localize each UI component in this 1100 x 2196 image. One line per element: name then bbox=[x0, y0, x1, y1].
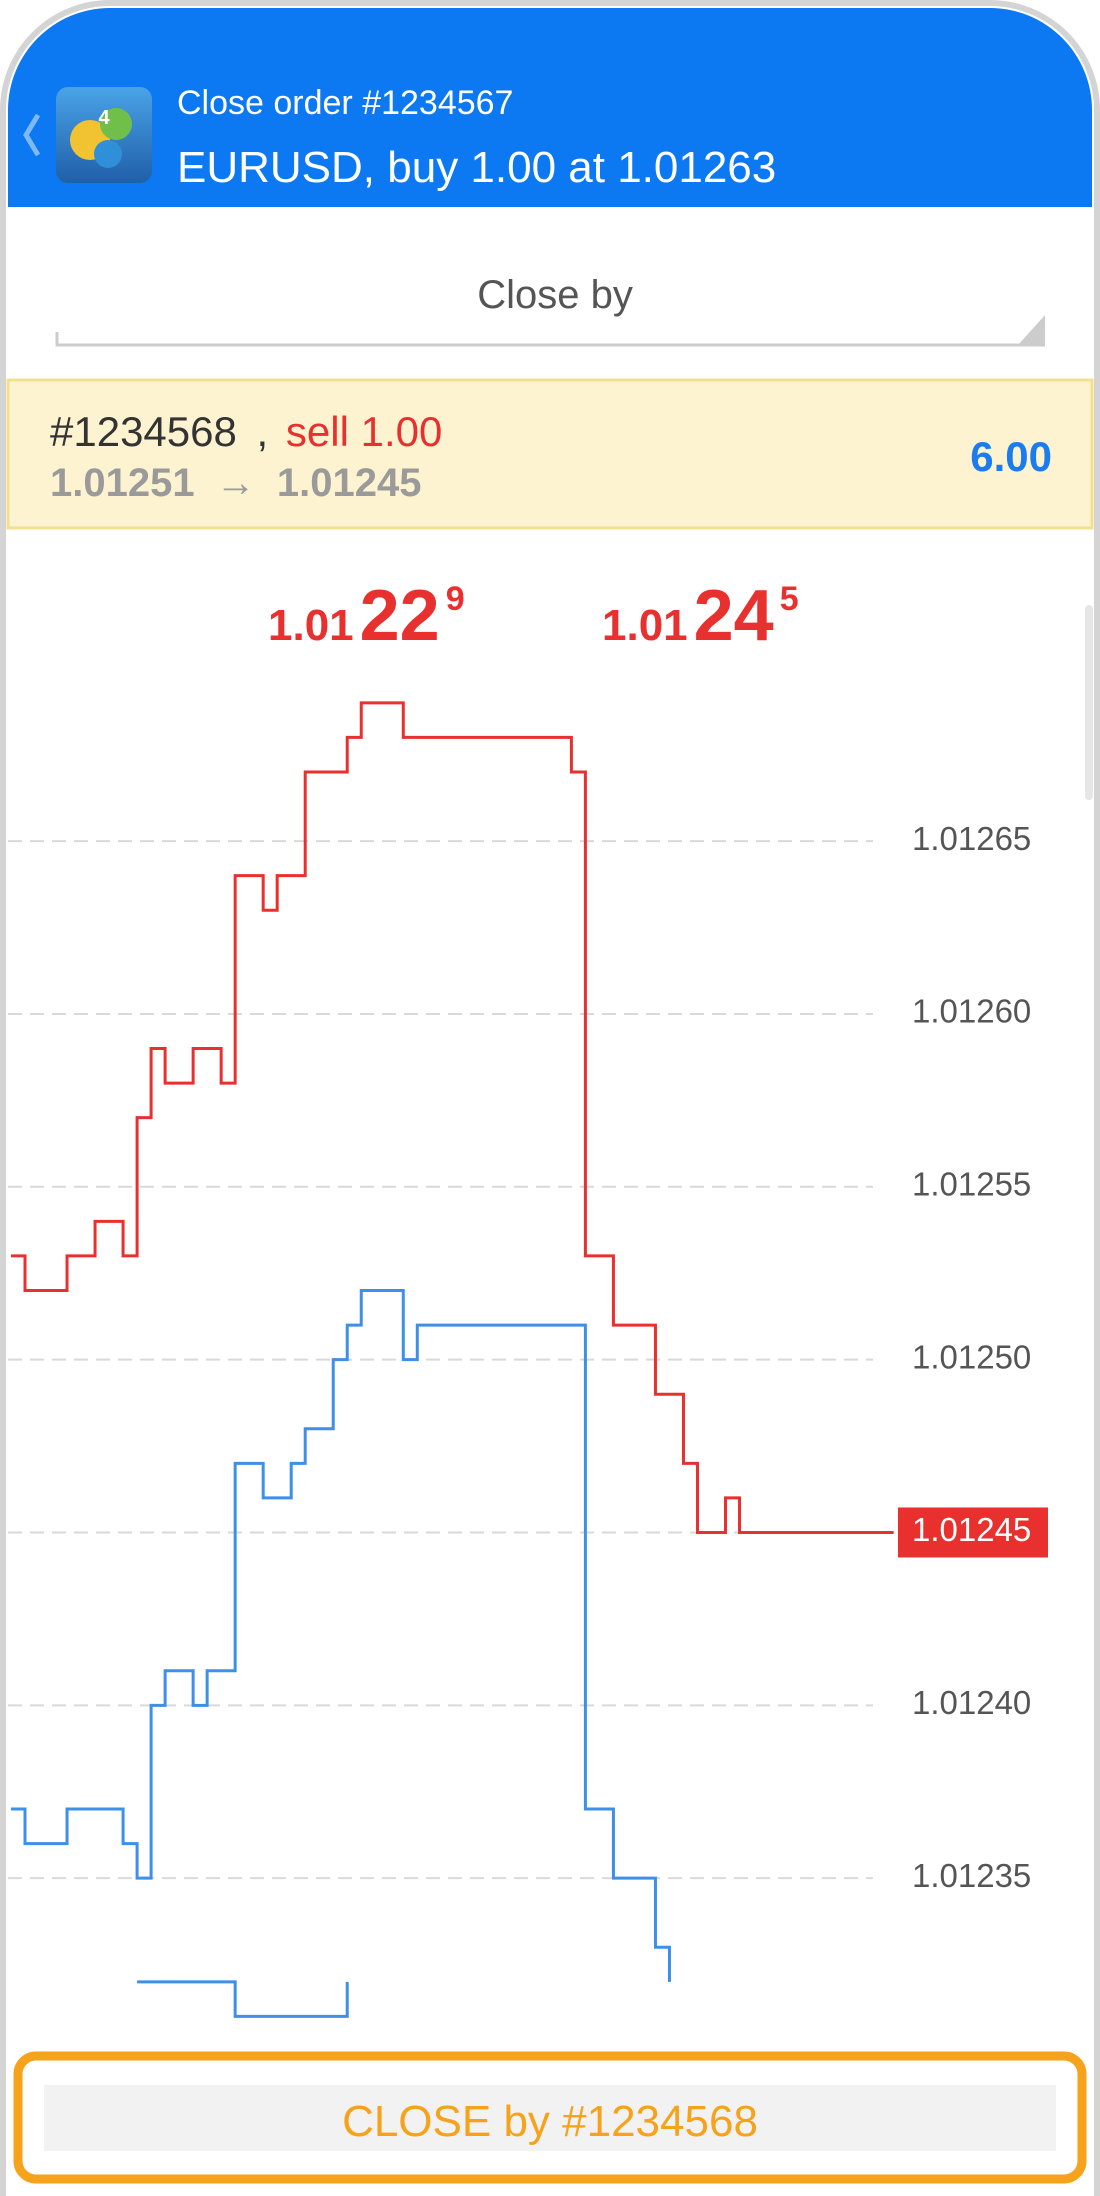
price-line bbox=[11, 1289, 671, 1982]
scrollbar bbox=[1085, 605, 1093, 800]
header-subtitle: Close order #1234567 bbox=[177, 84, 513, 122]
price-line bbox=[11, 701, 894, 1534]
order-row[interactable] bbox=[6, 378, 1094, 530]
profit: 6.00 bbox=[970, 433, 1052, 480]
y-tick-label: 1.01250 bbox=[912, 1338, 1031, 1375]
order-line: #1234568 , sell 1.00 bbox=[50, 408, 442, 455]
close-button[interactable] bbox=[44, 2085, 1056, 2151]
quote: 1.0124 5 bbox=[602, 576, 799, 656]
price-chart: 1.0122 91.0124 51.012351.012401.012501.012… bbox=[8, 576, 1048, 2018]
separator: , bbox=[257, 408, 269, 455]
y-tick-label: 1.01265 bbox=[912, 820, 1031, 857]
y-tick-label: 1.01240 bbox=[912, 1684, 1031, 1721]
quote-prefix: 1.01 bbox=[268, 601, 354, 650]
ticket: #1234568 bbox=[50, 408, 237, 455]
quote-small: 5 bbox=[780, 580, 799, 618]
select-label: Close by bbox=[477, 273, 633, 317]
quote-big: 22 bbox=[360, 576, 440, 656]
quote-big: 24 bbox=[694, 576, 774, 656]
close-button-label: CLOSE by #1234568 bbox=[342, 2097, 758, 2146]
last-price-box bbox=[898, 1507, 1048, 1558]
quote: 1.0122 9 bbox=[268, 576, 465, 656]
close-by-select[interactable]: Close by bbox=[55, 273, 1045, 347]
y-tick-label: 1.01260 bbox=[912, 993, 1031, 1030]
last-price-label: 1.01245 bbox=[912, 1511, 1031, 1548]
y-tick-label: 1.01235 bbox=[912, 1857, 1031, 1894]
price-line bbox=[137, 1980, 349, 2018]
arrow: → bbox=[216, 461, 256, 505]
open-price: 1.01251 bbox=[50, 461, 195, 505]
quote-prefix: 1.01 bbox=[602, 601, 688, 650]
y-tick-label: 1.01255 bbox=[912, 1166, 1031, 1203]
back-button[interactable] bbox=[23, 113, 41, 157]
current-price: 1.01245 bbox=[277, 461, 422, 505]
price-line: 1.01251 → 1.01245 bbox=[50, 461, 421, 505]
svg-text:4: 4 bbox=[98, 107, 110, 129]
header-title: EURUSD, buy 1.00 at 1.01263 bbox=[177, 143, 776, 192]
header-bar bbox=[8, 8, 1092, 207]
app-icon: 4 bbox=[56, 87, 152, 183]
order-side: sell 1.00 bbox=[286, 408, 442, 455]
quote-small: 9 bbox=[446, 580, 465, 618]
